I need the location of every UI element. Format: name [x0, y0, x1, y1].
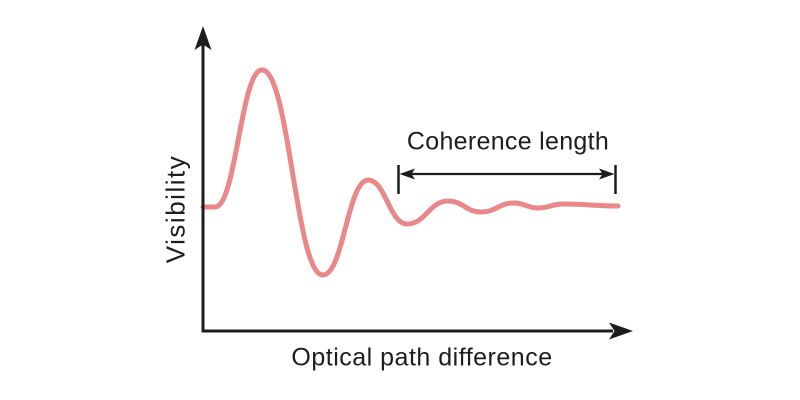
left-arrowhead-icon — [399, 168, 415, 180]
y-axis-arrowhead-icon — [194, 26, 212, 50]
y-axis-label: Visibility — [160, 154, 191, 264]
visibility-curve — [200, 67, 621, 278]
coherence-length-arrow — [397, 165, 617, 194]
right-arrowhead-icon — [599, 168, 615, 180]
coherence-length-label: Coherence length — [406, 127, 610, 156]
x-axis-label: Optical path difference — [291, 343, 553, 372]
x-axis-arrowhead-icon — [609, 322, 633, 340]
